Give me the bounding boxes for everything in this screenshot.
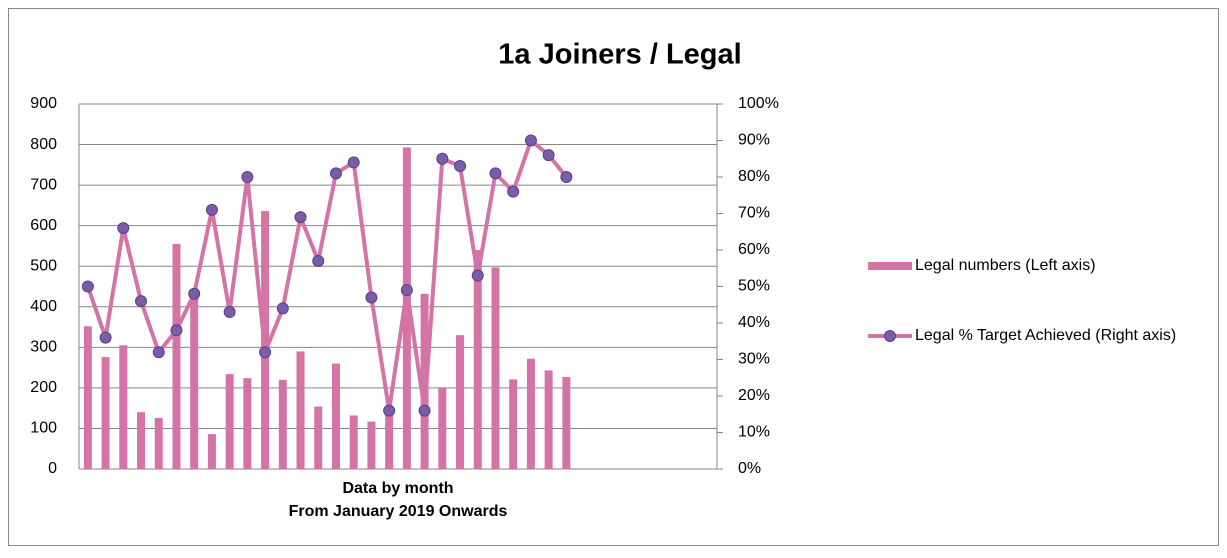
line-marker [170, 324, 183, 337]
x-axis-label: Data by month [342, 480, 453, 497]
bar [137, 412, 146, 469]
bar [101, 357, 110, 469]
bar [402, 147, 411, 469]
bar [349, 415, 358, 469]
line [85, 138, 568, 413]
line-marker [365, 291, 378, 304]
y2-tick-label: 30% [738, 351, 770, 368]
y-tick-label: 800 [30, 136, 57, 153]
y-tick-label: 600 [30, 217, 57, 234]
y-tick-label: 0 [48, 460, 57, 477]
legend-label: Legal numbers (Left axis) [915, 257, 1096, 274]
y2-tick-label: 50% [738, 278, 770, 295]
line-marker [489, 167, 502, 180]
line-marker [223, 306, 236, 319]
line-marker [400, 284, 413, 297]
y-tick-label: 500 [30, 257, 57, 274]
bar [562, 376, 571, 469]
bar [544, 370, 553, 469]
legend-item: Legal % Target Achieved (Right axis) [915, 327, 1177, 344]
line-marker [560, 171, 573, 183]
line-marker [418, 404, 431, 417]
y2-tick-label: 90% [738, 132, 770, 149]
y2-tick-label: 80% [738, 168, 770, 185]
bar [491, 267, 500, 469]
line-marker [294, 211, 307, 224]
y2-tick-label: 20% [738, 387, 770, 404]
legend-marker [884, 330, 896, 342]
line-marker [347, 156, 360, 169]
bar [278, 379, 287, 469]
x-axis-sublabel: From January 2019 Onwards [289, 503, 508, 520]
line-marker [436, 152, 449, 165]
bar [526, 358, 535, 469]
y-tick-label: 200 [30, 379, 57, 396]
bar [456, 335, 465, 469]
bar [190, 290, 199, 469]
y2-tick-label: 60% [738, 241, 770, 258]
line-marker [454, 160, 467, 173]
line-marker [329, 167, 342, 180]
line-marker [135, 295, 148, 308]
bar [509, 379, 518, 469]
bar [119, 345, 128, 469]
y2-tick-label: 10% [738, 424, 770, 441]
bar [83, 326, 92, 469]
line-marker [312, 254, 325, 267]
line-marker [542, 149, 555, 162]
line-marker [205, 203, 218, 216]
legend-swatch [868, 262, 912, 270]
bar [243, 378, 252, 469]
y2-tick-label: 70% [738, 205, 770, 222]
bar [438, 387, 447, 469]
line-marker [152, 346, 165, 359]
bar [172, 243, 181, 469]
y-tick-label: 300 [30, 339, 57, 356]
bar [207, 434, 216, 469]
line-marker [383, 404, 396, 417]
line-marker [524, 134, 537, 147]
y-tick-label: 700 [30, 176, 57, 193]
y2-tick-label: 0% [738, 460, 761, 477]
bar [296, 351, 305, 469]
bar [225, 374, 234, 469]
line-marker [276, 302, 289, 315]
bar [314, 406, 323, 469]
bar [331, 363, 340, 469]
y-tick-label: 400 [30, 298, 57, 315]
y-tick-label: 900 [30, 95, 57, 112]
line-marker [81, 280, 94, 293]
y2-tick-label: 100% [738, 95, 779, 112]
line-marker [241, 171, 254, 183]
line-marker [99, 331, 112, 344]
legend-item: Legal numbers (Left axis) [915, 257, 1096, 274]
line-marker [507, 185, 520, 198]
bar [154, 417, 163, 469]
line-marker [259, 346, 272, 359]
line-marker [188, 287, 201, 300]
line-marker [117, 222, 130, 235]
legend-label: Legal % Target Achieved (Right axis) [915, 327, 1177, 344]
y-tick-label: 100 [30, 420, 57, 437]
chart-title: 1a Joiners / Legal [498, 39, 741, 71]
bar [473, 250, 482, 469]
bar [367, 421, 376, 469]
y2-tick-label: 40% [738, 314, 770, 331]
line-marker [471, 269, 484, 282]
bar [420, 293, 429, 469]
bar [385, 412, 394, 469]
